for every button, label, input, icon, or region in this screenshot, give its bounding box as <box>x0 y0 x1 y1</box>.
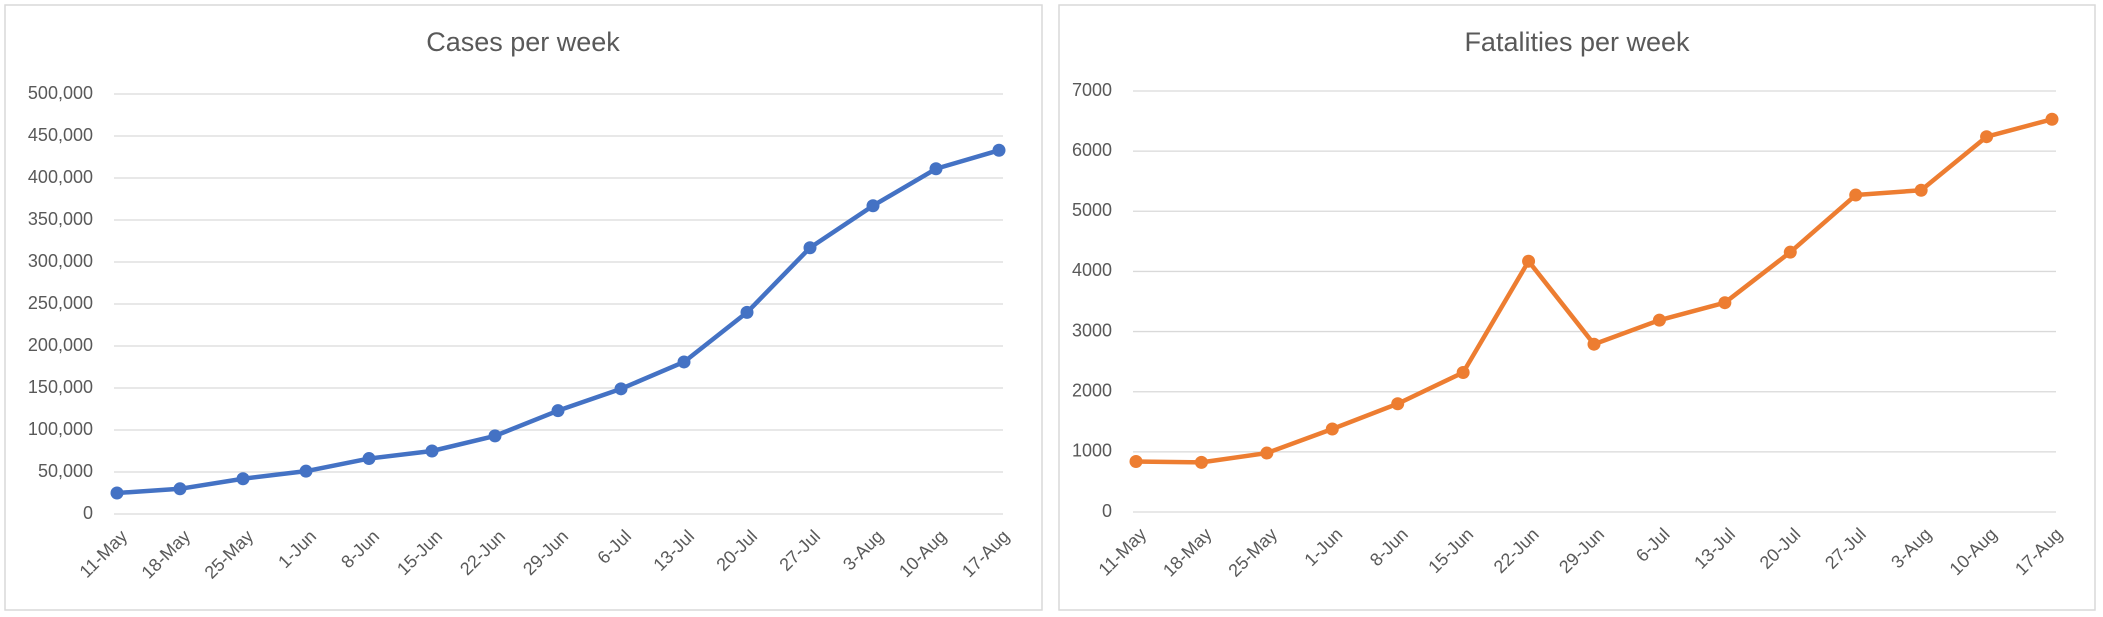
chart-title: Fatalities per week <box>1464 27 1690 57</box>
y-tick-label: 150,000 <box>28 377 93 397</box>
y-tick-label: 100,000 <box>28 419 93 439</box>
data-point <box>551 404 565 418</box>
y-tick-label: 200,000 <box>28 335 93 355</box>
chart-frame <box>1058 4 2096 611</box>
data-point <box>2045 112 2059 126</box>
y-tick-label: 2000 <box>1072 380 1112 400</box>
data-point <box>929 162 943 176</box>
data-point <box>740 305 754 319</box>
y-tick-label: 50,000 <box>38 461 93 481</box>
data-point <box>1849 188 1863 202</box>
data-point <box>866 199 880 213</box>
data-point <box>1260 446 1274 460</box>
data-point <box>236 472 250 486</box>
y-tick-label: 7000 <box>1072 80 1112 100</box>
y-tick-label: 3000 <box>1072 320 1112 340</box>
data-point <box>488 429 502 443</box>
y-tick-label: 0 <box>83 503 93 523</box>
data-point <box>299 464 313 478</box>
data-point <box>1456 365 1470 379</box>
data-point <box>1194 455 1208 469</box>
data-point <box>425 444 439 458</box>
y-tick-label: 0 <box>1102 501 1112 521</box>
data-point <box>1980 130 1994 144</box>
data-point <box>1783 245 1797 259</box>
y-tick-label: 450,000 <box>28 125 93 145</box>
data-point <box>677 355 691 369</box>
data-point <box>1587 337 1601 351</box>
data-point <box>1129 454 1143 468</box>
y-tick-label: 500,000 <box>28 83 93 103</box>
data-point <box>1914 183 1928 197</box>
data-point <box>173 482 187 496</box>
y-tick-label: 4000 <box>1072 260 1112 280</box>
y-tick-label: 400,000 <box>28 167 93 187</box>
chart-frame <box>4 4 1043 611</box>
data-point <box>1522 254 1536 268</box>
data-point <box>1391 397 1405 411</box>
data-point <box>110 486 124 500</box>
y-tick-label: 350,000 <box>28 209 93 229</box>
chart-title: Cases per week <box>426 27 620 57</box>
data-point <box>362 452 376 466</box>
data-point <box>1652 313 1666 327</box>
y-tick-label: 250,000 <box>28 293 93 313</box>
y-tick-label: 5000 <box>1072 200 1112 220</box>
data-point <box>992 143 1006 157</box>
data-point <box>1325 422 1339 436</box>
y-tick-label: 1000 <box>1072 441 1112 461</box>
data-point <box>803 241 817 255</box>
data-point <box>614 382 628 396</box>
y-tick-label: 6000 <box>1072 140 1112 160</box>
y-tick-label: 300,000 <box>28 251 93 271</box>
data-point <box>1718 296 1732 310</box>
